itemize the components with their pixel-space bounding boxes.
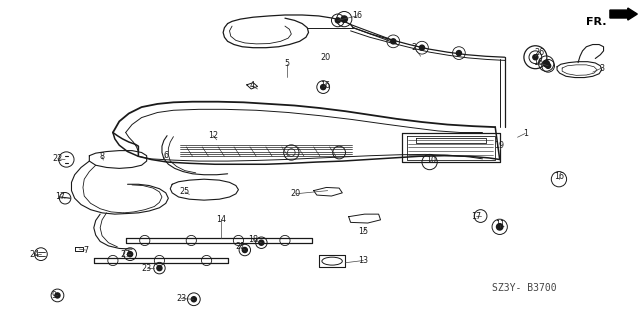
- Text: 21: 21: [236, 242, 245, 251]
- Text: 15: 15: [358, 227, 369, 236]
- Text: 14: 14: [216, 215, 226, 224]
- Circle shape: [341, 16, 348, 22]
- Text: 18: 18: [248, 235, 258, 244]
- Circle shape: [545, 63, 550, 68]
- Text: 5: 5: [284, 59, 289, 68]
- Text: 27: 27: [120, 250, 131, 259]
- Text: 10: 10: [426, 156, 436, 165]
- Circle shape: [533, 55, 538, 60]
- Text: 25: 25: [180, 187, 190, 197]
- Circle shape: [543, 60, 549, 67]
- Text: 17: 17: [471, 211, 481, 220]
- Text: FR.: FR.: [586, 17, 607, 27]
- Circle shape: [259, 240, 264, 245]
- Circle shape: [157, 266, 162, 271]
- Text: 16: 16: [352, 11, 362, 20]
- Text: 7: 7: [83, 246, 88, 255]
- Text: 20: 20: [320, 53, 330, 62]
- Text: 19: 19: [495, 141, 505, 150]
- Text: 8: 8: [100, 152, 104, 161]
- Text: 26: 26: [535, 48, 545, 57]
- Text: 23: 23: [141, 263, 152, 273]
- Text: 2: 2: [412, 43, 417, 52]
- FancyArrow shape: [610, 8, 637, 20]
- Circle shape: [243, 248, 247, 253]
- Circle shape: [191, 297, 196, 302]
- Text: 12: 12: [208, 131, 218, 140]
- Circle shape: [497, 224, 503, 230]
- Text: SZ3Y- B3700: SZ3Y- B3700: [492, 283, 556, 293]
- Circle shape: [55, 293, 60, 298]
- Circle shape: [321, 85, 326, 90]
- Text: 24: 24: [29, 250, 40, 259]
- Text: 1: 1: [523, 129, 528, 138]
- Text: 6: 6: [163, 151, 168, 160]
- Text: 11: 11: [495, 220, 505, 229]
- Circle shape: [335, 18, 340, 23]
- Text: 17: 17: [55, 192, 65, 202]
- Text: 9: 9: [51, 291, 56, 300]
- Text: 16: 16: [320, 81, 330, 90]
- Text: 4: 4: [250, 81, 254, 90]
- Text: 23: 23: [176, 294, 186, 303]
- Text: 13: 13: [358, 256, 369, 265]
- Text: 20: 20: [291, 189, 301, 198]
- Circle shape: [127, 252, 132, 257]
- Text: 22: 22: [52, 154, 63, 163]
- Text: 16: 16: [534, 58, 543, 67]
- Text: 16: 16: [554, 173, 564, 182]
- Circle shape: [419, 45, 424, 50]
- Circle shape: [456, 50, 461, 56]
- Circle shape: [391, 39, 396, 44]
- Text: 3: 3: [599, 63, 604, 72]
